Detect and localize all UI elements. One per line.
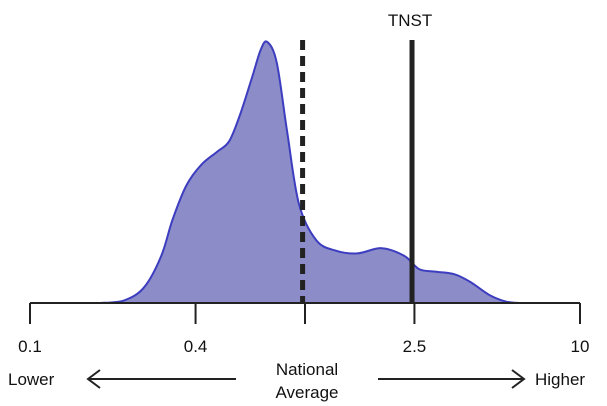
x-tick-label: 0.1 <box>18 337 42 356</box>
reference-lines <box>300 40 415 303</box>
higher-label: Higher <box>535 370 585 389</box>
right-arrow-icon <box>378 369 526 389</box>
density-area <box>99 40 520 304</box>
national-average-label: National <box>276 360 338 379</box>
x-tick-label: 0.4 <box>184 337 208 356</box>
x-tick-label: 10 <box>571 337 590 356</box>
x-tick-label: 2.5 <box>403 337 427 356</box>
tnst-label: TNST <box>388 11 432 30</box>
x-axis-ticks: 0.1 0.4 2.5 10 <box>18 303 589 356</box>
left-arrow-icon <box>86 369 236 389</box>
plot-area <box>99 40 520 304</box>
lower-label: Lower <box>8 370 55 389</box>
national-average-label-line2: Average <box>275 383 338 402</box>
direction-legend: Lower National Average Higher <box>8 360 585 402</box>
x-axis: 0.1 0.4 2.5 10 <box>18 302 589 356</box>
